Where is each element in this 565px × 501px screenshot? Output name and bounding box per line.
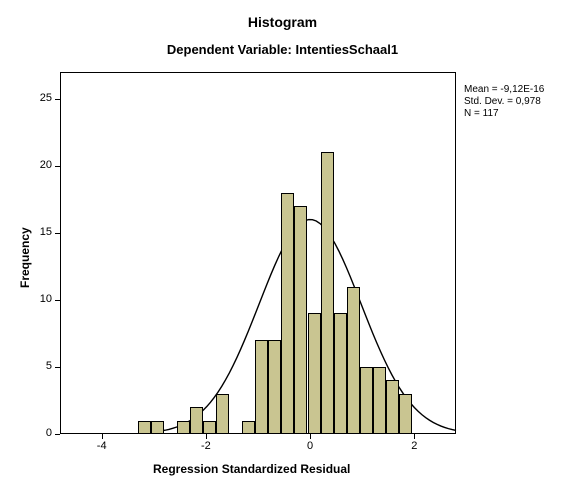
histogram-bar <box>242 421 255 434</box>
histogram-bar <box>308 313 321 434</box>
stats-box: Mean = -9,12E-16 Std. Dev. = 0,978 N = 1… <box>464 84 544 120</box>
x-axis-label: Regression Standardized Residual <box>153 462 350 476</box>
x-tick <box>310 434 311 439</box>
y-tick <box>55 99 60 100</box>
histogram-bar <box>334 313 347 434</box>
y-tick <box>55 166 60 167</box>
histogram-bar <box>399 394 412 434</box>
chart-page: { "chart": { "type": "histogram", "title… <box>0 0 565 501</box>
histogram-bar <box>216 394 229 434</box>
histogram-bar <box>281 193 294 434</box>
y-tick-label: 10 <box>40 293 52 305</box>
y-tick <box>55 434 60 435</box>
x-tick-label: -2 <box>196 440 216 452</box>
histogram-bar <box>321 152 334 434</box>
y-tick-label: 15 <box>40 226 52 238</box>
y-tick-label: 20 <box>40 159 52 171</box>
histogram-bar <box>138 421 151 434</box>
x-tick <box>206 434 207 439</box>
x-tick-label: 0 <box>300 440 320 452</box>
histogram-bar <box>255 340 268 434</box>
histogram-bar <box>347 287 360 434</box>
x-tick <box>102 434 103 439</box>
x-tick-label: -4 <box>92 440 112 452</box>
x-tick-label: 2 <box>404 440 424 452</box>
histogram-bar <box>190 407 203 434</box>
y-tick <box>55 233 60 234</box>
histogram-bar <box>386 380 399 434</box>
histogram-bar <box>268 340 281 434</box>
stats-n: N = 117 <box>464 108 544 120</box>
y-tick-label: 5 <box>46 360 52 372</box>
y-tick <box>55 300 60 301</box>
x-tick <box>414 434 415 439</box>
chart-title: Histogram <box>0 14 565 30</box>
y-axis-label: Frequency <box>18 227 32 288</box>
y-tick-label: 25 <box>40 92 52 104</box>
histogram-bar <box>203 421 216 434</box>
histogram-bar <box>360 367 373 434</box>
chart-subtitle: Dependent Variable: IntentiesSchaal1 <box>0 42 565 57</box>
histogram-bar <box>373 367 386 434</box>
y-tick-label: 0 <box>46 427 52 439</box>
y-tick <box>55 367 60 368</box>
stats-std: Std. Dev. = 0,978 <box>464 96 544 108</box>
histogram-bar <box>294 206 307 434</box>
stats-mean: Mean = -9,12E-16 <box>464 84 544 96</box>
histogram-bar <box>177 421 190 434</box>
histogram-bar <box>151 421 164 434</box>
